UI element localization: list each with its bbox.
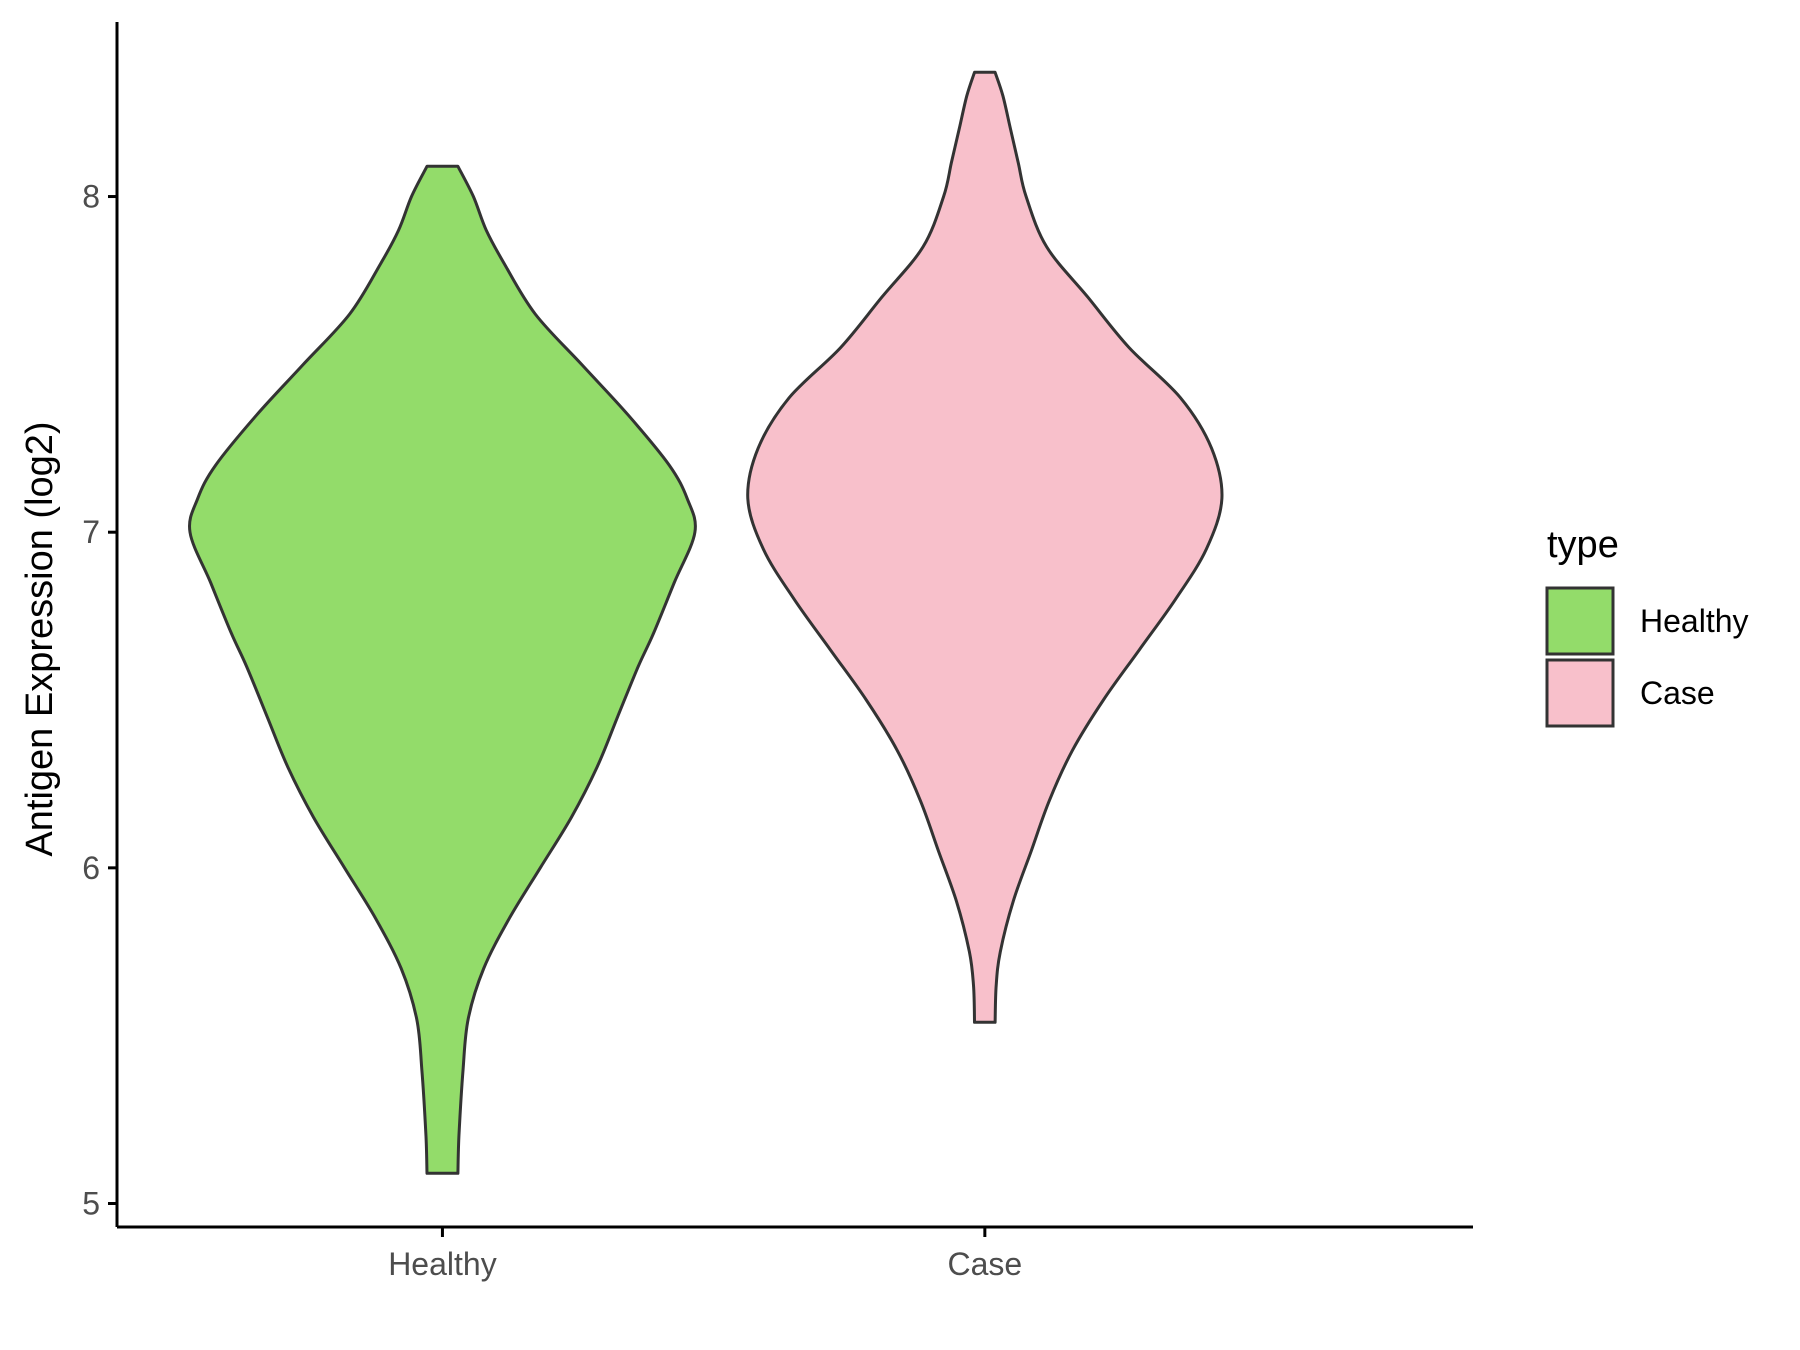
- y-tick-label: 6: [82, 850, 100, 886]
- y-tick-label: 7: [82, 514, 100, 550]
- x-axis-ticks: Healthy Case: [388, 1227, 1022, 1282]
- violin-case: [746, 70, 1224, 1024]
- legend-label-case: Case: [1640, 675, 1715, 711]
- legend-swatch-healthy: [1545, 586, 1615, 656]
- legend-swatch-case: [1545, 658, 1615, 728]
- x-tick-label: Case: [947, 1246, 1022, 1282]
- legend-title: type: [1547, 524, 1619, 566]
- x-tick-label: Healthy: [388, 1246, 497, 1282]
- violin-layer: [188, 70, 1224, 1175]
- violin-healthy: [188, 164, 697, 1175]
- y-axis-ticks: 5 6 7 8: [82, 179, 117, 1222]
- y-axis-title: Antigen Expression (log2): [19, 421, 61, 856]
- y-tick-label: 5: [82, 1186, 100, 1222]
- legend: Healthy Case: [1545, 586, 1749, 728]
- legend-label-healthy: Healthy: [1640, 603, 1749, 639]
- y-tick-label: 8: [82, 179, 100, 215]
